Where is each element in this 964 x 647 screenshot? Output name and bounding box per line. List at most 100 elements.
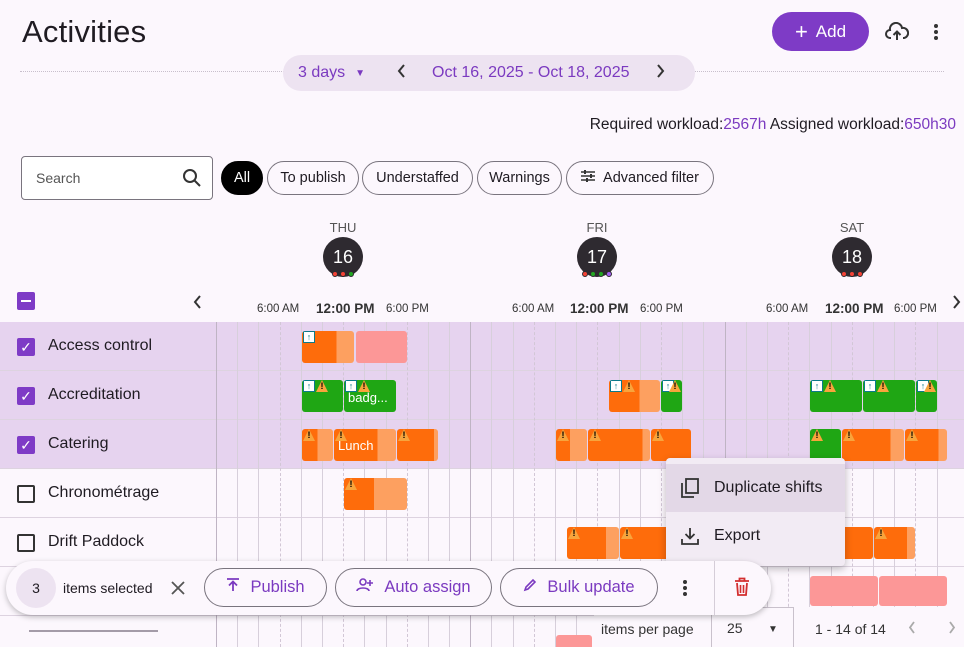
shift-block[interactable]: ! Lunch xyxy=(334,429,396,461)
time-label-fri-pm: 6:00 PM xyxy=(640,303,683,315)
shift-block[interactable]: ! xyxy=(302,429,333,461)
menu-item-duplicate-shifts[interactable]: Duplicate shifts xyxy=(666,464,845,512)
filter-understaffed[interactable]: Understaffed xyxy=(362,161,473,195)
menu-item-export[interactable]: Export xyxy=(666,512,845,560)
page-prev-icon[interactable] xyxy=(908,621,916,637)
warning-icon: ! xyxy=(589,429,601,441)
row-checkbox[interactable]: ✓ xyxy=(17,436,35,454)
required-workload-value: 2567h xyxy=(723,116,767,133)
shift-block[interactable]: ! xyxy=(810,429,841,461)
shift-block[interactable]: ↑ ! xyxy=(810,380,862,412)
status-dot xyxy=(348,271,354,277)
row-scroll-indicator xyxy=(29,630,158,632)
shift-block[interactable]: ! xyxy=(344,478,407,510)
warning-icon: ! xyxy=(345,478,357,490)
status-dot xyxy=(590,271,596,277)
activity-row-chronometrage[interactable]: Chronométrage xyxy=(0,469,964,518)
grid-line xyxy=(915,322,916,647)
chevron-left-icon[interactable] xyxy=(397,63,406,83)
time-label-fri-am: 6:00 AM xyxy=(512,303,555,315)
day-number[interactable]: 16 xyxy=(323,237,363,277)
add-button-label: Add xyxy=(815,21,847,41)
shift-block[interactable]: ! xyxy=(620,527,672,559)
auto-assign-button[interactable]: Auto assign xyxy=(335,568,492,607)
grid-line xyxy=(280,322,281,647)
grid-line xyxy=(343,322,344,647)
shift-block[interactable]: ↑ ! xyxy=(661,380,682,412)
time-label-thu-am: 6:00 AM xyxy=(257,303,300,315)
day-header-thu: THU 16 xyxy=(323,220,363,277)
warning-icon: ! xyxy=(623,380,635,392)
warning-icon: ! xyxy=(877,380,889,392)
row-checkbox[interactable]: ✓ xyxy=(17,387,35,405)
caret-down-icon: ▼ xyxy=(355,67,366,79)
shift-label: badg... xyxy=(348,390,388,405)
shift-block[interactable] xyxy=(842,527,873,559)
shift-block[interactable]: ! xyxy=(556,429,587,461)
filter-advanced[interactable]: Advanced filter xyxy=(566,161,714,195)
shift-block[interactable]: ↑ xyxy=(302,331,354,363)
timeline-prev-icon[interactable] xyxy=(193,295,202,314)
warning-icon: ! xyxy=(906,429,918,441)
publish-button[interactable]: Publish xyxy=(204,568,327,607)
bulk-divider xyxy=(714,561,715,615)
grid-line xyxy=(534,322,535,647)
caret-down-icon: ▼ xyxy=(768,624,778,635)
shift-block[interactable] xyxy=(356,331,407,363)
grid-line xyxy=(640,322,641,647)
activity-row-access-control[interactable]: ✓ Access control xyxy=(0,322,964,371)
day-header-sat: SAT 18 xyxy=(832,220,872,277)
day-number[interactable]: 17 xyxy=(577,237,617,277)
shift-block[interactable]: ! xyxy=(842,429,904,461)
filter-to-publish[interactable]: To publish xyxy=(267,161,359,195)
grid-line xyxy=(873,322,874,647)
row-checkbox[interactable] xyxy=(17,485,35,503)
shift-block[interactable]: ! xyxy=(397,429,438,461)
shift-block[interactable]: ! xyxy=(567,527,619,559)
shift-block[interactable]: ! xyxy=(651,429,691,461)
row-checkbox[interactable]: ✓ xyxy=(17,338,35,356)
bulk-more-icon[interactable] xyxy=(682,579,688,602)
shift-block[interactable]: ↑ ! xyxy=(609,380,660,412)
shift-block[interactable]: ! xyxy=(588,429,650,461)
day-number[interactable]: 18 xyxy=(832,237,872,277)
time-label-sat-pm: 6:00 PM xyxy=(894,303,937,315)
bulk-update-button[interactable]: Bulk update xyxy=(500,568,658,607)
page-next-icon[interactable] xyxy=(948,621,956,637)
filter-all[interactable]: All xyxy=(221,161,263,195)
shift-block[interactable] xyxy=(810,576,878,606)
warning-icon: ! xyxy=(875,527,887,539)
person-add-icon xyxy=(356,578,374,597)
shift-block[interactable]: ↑ ! xyxy=(863,380,915,412)
assigned-workload-label: Assigned workload: xyxy=(769,116,905,133)
delete-icon[interactable] xyxy=(734,577,750,602)
chevron-right-icon[interactable] xyxy=(656,63,665,83)
activity-row-accreditation[interactable]: ✓ Accreditation xyxy=(0,371,964,420)
shift-block[interactable] xyxy=(879,576,947,606)
range-mode-select[interactable]: 3 days ▼ xyxy=(298,64,365,82)
status-dot xyxy=(332,271,338,277)
row-checkbox[interactable] xyxy=(17,534,35,552)
cloud-upload-icon[interactable] xyxy=(884,20,910,44)
workload-summary: Required workload:2567h Assigned workloa… xyxy=(590,116,956,134)
time-label-thu-noon: 12:00 PM xyxy=(316,301,375,316)
date-range-label[interactable]: Oct 16, 2025 - Oct 18, 2025 xyxy=(432,64,630,81)
shift-block[interactable] xyxy=(556,635,592,647)
shift-block[interactable]: ↑ ! badg... xyxy=(344,380,396,412)
filter-warnings[interactable]: Warnings xyxy=(477,161,562,195)
more-vert-icon[interactable] xyxy=(926,20,946,44)
clear-selection-icon[interactable] xyxy=(170,580,186,601)
required-workload-label: Required workload: xyxy=(589,116,724,133)
timeline-next-icon[interactable] xyxy=(952,295,961,314)
warning-icon: ! xyxy=(843,429,855,441)
add-button[interactable]: + Add xyxy=(772,12,869,51)
search-icon[interactable] xyxy=(182,168,202,193)
shift-block[interactable]: ↑ ! xyxy=(302,380,343,412)
shift-block[interactable]: ↑ ! xyxy=(916,380,937,412)
shift-block[interactable]: ! xyxy=(874,527,915,559)
search-input[interactable] xyxy=(36,170,176,186)
day-header-fri: FRI 17 xyxy=(577,220,617,277)
day-status-dots xyxy=(323,271,363,277)
shift-block[interactable]: ! xyxy=(905,429,947,461)
select-all-checkbox[interactable] xyxy=(17,292,35,310)
